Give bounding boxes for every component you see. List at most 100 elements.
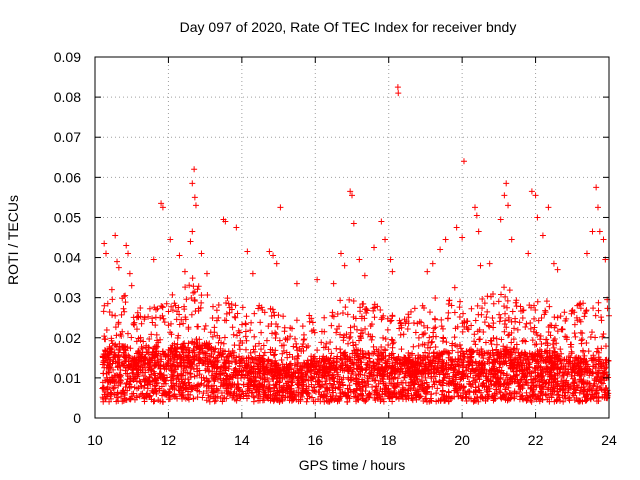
data-point — [525, 355, 532, 362]
data-point — [437, 397, 444, 404]
data-point — [291, 362, 298, 369]
data-point — [153, 331, 160, 338]
data-point — [261, 309, 268, 316]
data-point — [105, 368, 112, 375]
data-point — [191, 194, 198, 201]
data-point — [189, 361, 196, 368]
data-point — [106, 398, 113, 405]
data-point — [589, 369, 596, 376]
data-point — [437, 356, 443, 363]
data-point — [155, 357, 162, 364]
data-point — [492, 370, 499, 377]
data-point — [371, 244, 378, 251]
data-point — [581, 313, 588, 320]
data-point — [355, 379, 362, 386]
data-point — [326, 372, 333, 379]
x-tick-label: 12 — [161, 432, 177, 448]
data-point — [305, 383, 312, 390]
data-point — [114, 389, 121, 396]
data-point — [430, 355, 437, 362]
data-point — [474, 376, 481, 383]
data-point — [134, 366, 141, 373]
data-point — [242, 346, 249, 353]
data-point — [164, 360, 171, 367]
data-point — [460, 353, 467, 360]
data-point — [176, 311, 183, 318]
data-point — [217, 375, 224, 382]
data-point — [449, 377, 456, 384]
data-point — [601, 370, 608, 377]
data-point — [353, 375, 360, 382]
data-point — [524, 394, 531, 401]
data-point — [496, 388, 503, 395]
data-point — [348, 370, 355, 377]
data-point — [133, 338, 140, 345]
data-point — [579, 378, 586, 385]
data-point — [390, 380, 397, 387]
plot-frame — [94, 56, 610, 419]
data-point — [200, 374, 207, 381]
data-point — [514, 326, 521, 333]
data-point — [571, 386, 578, 393]
data-point — [588, 329, 595, 336]
data-point — [368, 336, 375, 343]
data-point — [273, 367, 280, 374]
data-point — [198, 250, 205, 257]
data-point — [387, 256, 394, 263]
data-point — [144, 385, 151, 392]
data-point — [557, 313, 564, 320]
data-point — [175, 387, 182, 394]
data-point — [537, 332, 544, 339]
data-point — [103, 250, 110, 257]
data-point — [177, 383, 184, 390]
data-point — [171, 340, 178, 347]
data-point — [502, 293, 509, 300]
data-point — [481, 300, 488, 307]
data-point — [239, 304, 246, 311]
data-point — [558, 378, 565, 385]
data-point — [365, 331, 372, 338]
data-point — [319, 372, 326, 379]
data-point — [278, 357, 285, 364]
data-point — [160, 363, 167, 370]
data-point — [541, 311, 548, 318]
data-point — [232, 372, 239, 379]
data-point — [599, 333, 606, 340]
data-point — [511, 356, 518, 363]
data-point — [359, 383, 366, 390]
data-point — [604, 392, 611, 399]
data-point — [268, 360, 275, 367]
data-point — [202, 350, 209, 357]
data-point — [476, 326, 483, 333]
data-point — [166, 392, 173, 399]
data-point — [424, 324, 431, 331]
data-point — [350, 342, 357, 349]
data-point — [430, 349, 437, 356]
data-point — [204, 341, 211, 348]
data-point — [579, 347, 586, 354]
data-point — [271, 396, 278, 403]
data-point — [554, 314, 561, 321]
data-point — [490, 324, 497, 331]
data-point — [535, 372, 542, 379]
data-point — [104, 384, 111, 391]
data-point — [392, 359, 399, 366]
data-point — [243, 337, 250, 344]
data-point — [316, 389, 323, 396]
data-point — [227, 380, 234, 387]
data-point — [525, 382, 532, 389]
data-point — [457, 345, 464, 352]
data-point — [503, 180, 510, 187]
data-point — [391, 390, 398, 397]
data-point — [130, 321, 137, 328]
data-point — [592, 312, 599, 319]
data-point — [213, 317, 220, 324]
data-point — [454, 323, 461, 330]
data-point — [380, 398, 387, 405]
data-point — [329, 375, 336, 382]
data-point — [429, 260, 436, 267]
data-point — [158, 303, 165, 309]
data-point — [165, 308, 172, 315]
data-point — [288, 379, 295, 386]
data-point — [573, 382, 580, 389]
